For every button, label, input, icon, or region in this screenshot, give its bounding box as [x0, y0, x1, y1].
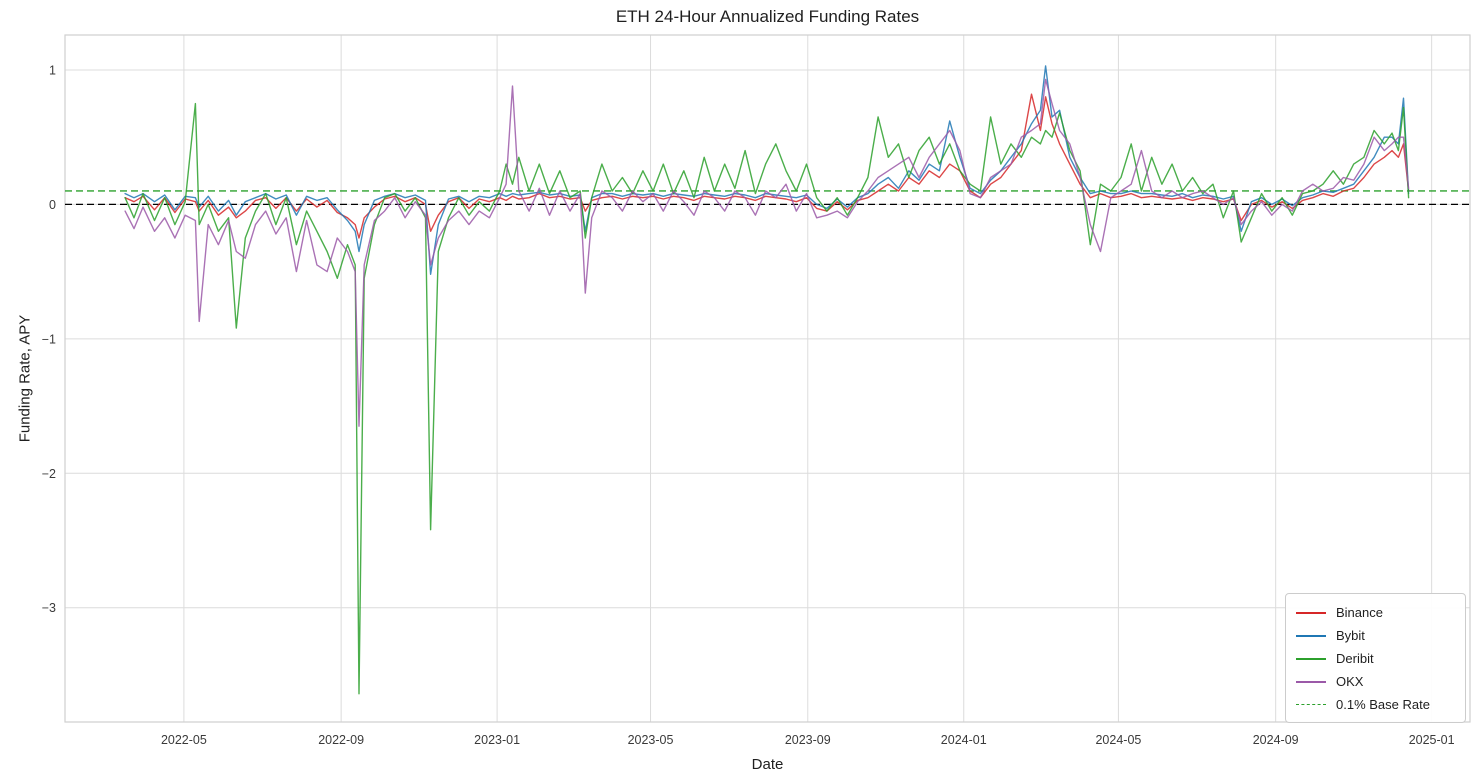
x-tick-label: 2024-01 — [941, 733, 987, 747]
x-tick-label: 2022-05 — [161, 733, 207, 747]
x-tick-label: 2024-05 — [1095, 733, 1141, 747]
plot-border — [64, 34, 1471, 723]
x-axis-label: Date — [751, 756, 784, 773]
legend: Binance Bybit Deribit OKX 0.1% Base Rate — [1285, 593, 1466, 723]
legend-label-bybit: Bybit — [1336, 628, 1365, 643]
y-axis-label: Funding Rate, APY — [16, 314, 34, 443]
y-tick-label: −1 — [42, 332, 56, 346]
chart-title: ETH 24-Hour Annualized Funding Rates — [615, 7, 920, 26]
deribit-line-swatch — [1296, 657, 1326, 660]
series-line-okx — [124, 78, 1410, 427]
legend-item-base-rate: 0.1% Base Rate — [1296, 693, 1455, 716]
series-line-binance — [124, 93, 1410, 239]
legend-label-okx: OKX — [1336, 674, 1364, 689]
series-line-deribit — [124, 102, 1410, 695]
x-tick-label: 2024-09 — [1253, 733, 1299, 747]
legend-item-deribit: Deribit — [1296, 647, 1455, 670]
binance-line-swatch — [1296, 611, 1326, 614]
legend-item-okx: OKX — [1296, 670, 1455, 693]
y-tick-label: −2 — [42, 467, 56, 481]
legend-label-binance: Binance — [1336, 605, 1383, 620]
x-tick-label: 2023-01 — [474, 733, 520, 747]
legend-label-deribit: Deribit — [1336, 651, 1374, 666]
y-tick-label: 0 — [49, 198, 56, 212]
legend-item-binance: Binance — [1296, 601, 1455, 624]
okx-line-swatch — [1296, 680, 1326, 683]
x-tick-label: 2023-05 — [628, 733, 674, 747]
y-tick-label: 1 — [49, 63, 56, 77]
x-tick-label: 2022-09 — [318, 733, 364, 747]
legend-label-base-rate: 0.1% Base Rate — [1336, 697, 1430, 712]
legend-item-bybit: Bybit — [1296, 624, 1455, 647]
x-tick-label: 2025-01 — [1409, 733, 1455, 747]
series-line-bybit — [124, 65, 1410, 275]
x-tick-label: 2023-09 — [785, 733, 831, 747]
bybit-line-swatch — [1296, 634, 1326, 637]
base-rate-line-swatch — [1296, 704, 1326, 705]
y-tick-label: −3 — [42, 601, 56, 615]
